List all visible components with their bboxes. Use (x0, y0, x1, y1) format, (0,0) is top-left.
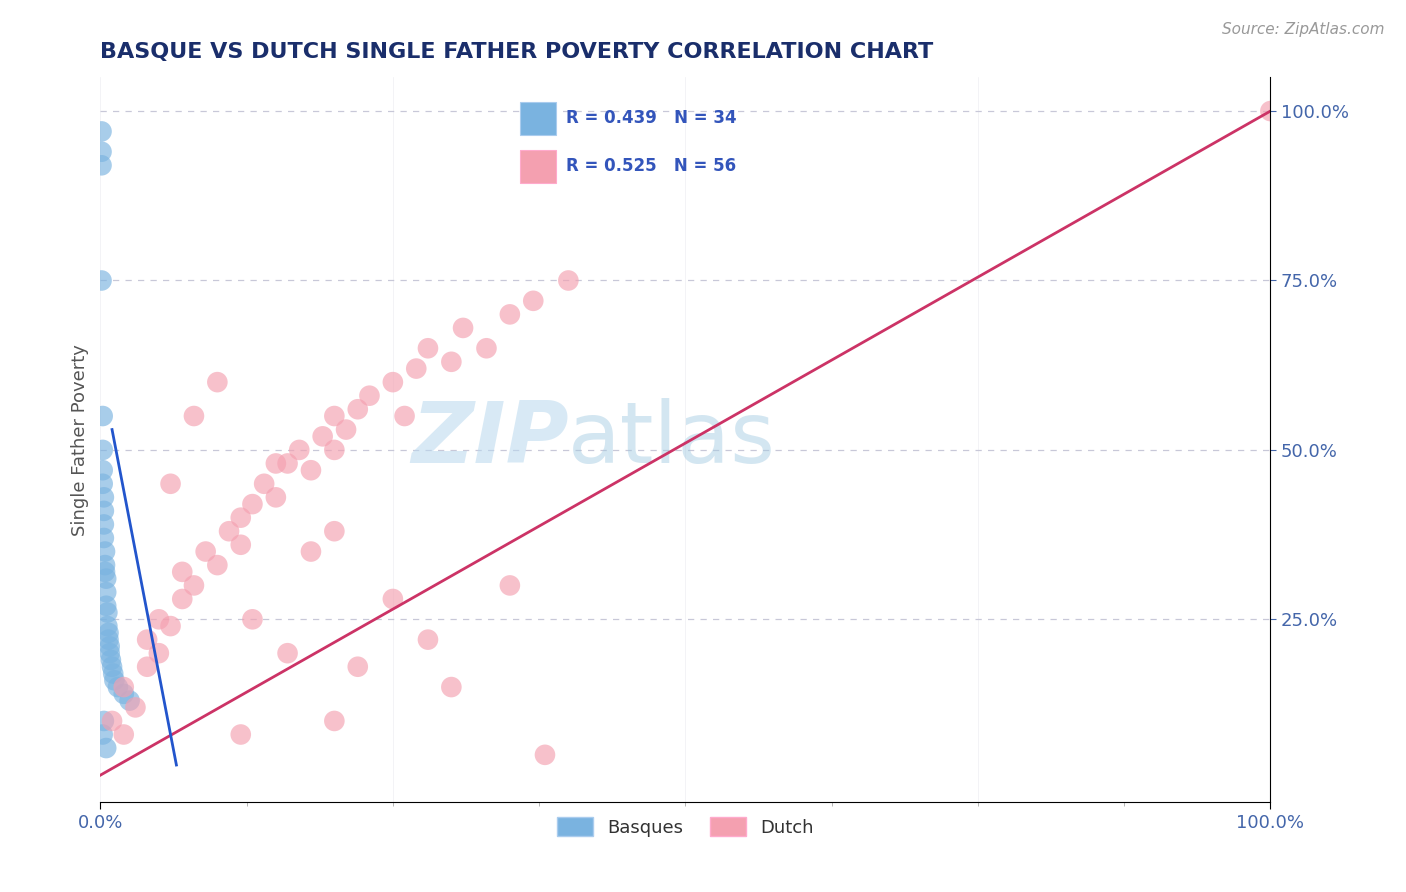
Point (323, 524, 346, 539)
Point (277, 646, 299, 660)
Y-axis label: Single Father Poverty: Single Father Poverty (72, 343, 89, 536)
Point (148, 612, 170, 626)
Text: ZIP: ZIP (411, 398, 568, 482)
Point (440, 355, 463, 369)
Point (148, 646, 170, 660)
Point (100, 653, 122, 667)
Point (405, 361, 427, 376)
Point (94, 558, 117, 573)
Point (91, 442, 114, 457)
Point (229, 510, 252, 524)
Point (194, 544, 217, 558)
Point (94, 565, 117, 579)
Point (91, 727, 114, 741)
Point (91, 409, 114, 423)
Point (101, 714, 124, 728)
Point (90, 124, 112, 138)
Point (475, 341, 498, 355)
Point (381, 592, 404, 607)
Point (534, 747, 557, 762)
Point (323, 409, 346, 423)
Point (346, 659, 368, 673)
Point (94, 544, 117, 558)
Point (264, 457, 287, 471)
Point (416, 341, 439, 355)
Point (96, 619, 118, 633)
Point (112, 727, 135, 741)
Point (183, 409, 205, 423)
Point (451, 321, 474, 335)
Legend: Basques, Dutch: Basques, Dutch (550, 810, 821, 844)
Text: atlas: atlas (568, 398, 776, 482)
Point (101, 659, 124, 673)
Point (1260, 104, 1282, 119)
Point (103, 666, 125, 681)
Text: Source: ZipAtlas.com: Source: ZipAtlas.com (1222, 22, 1385, 37)
Point (499, 307, 522, 321)
Point (98, 640, 121, 654)
Point (159, 619, 181, 633)
Point (346, 402, 368, 417)
Point (218, 524, 240, 539)
Point (96, 741, 118, 756)
Point (96, 599, 118, 613)
Point (124, 700, 146, 714)
Point (229, 727, 252, 741)
Point (112, 687, 135, 701)
Point (90, 158, 112, 172)
Point (118, 693, 141, 707)
Point (242, 612, 264, 626)
Point (93, 517, 115, 532)
Point (107, 680, 129, 694)
Point (359, 389, 381, 403)
Point (93, 504, 115, 518)
Point (381, 375, 404, 389)
Point (299, 544, 322, 558)
Point (136, 659, 159, 673)
Point (96, 572, 118, 586)
Point (440, 680, 463, 694)
Point (242, 497, 264, 511)
Point (522, 293, 544, 308)
Point (90, 273, 112, 287)
Point (93, 531, 115, 545)
Point (394, 409, 416, 423)
Point (159, 476, 181, 491)
Point (207, 558, 229, 573)
Point (103, 673, 125, 688)
Text: BASQUE VS DUTCH SINGLE FATHER POVERTY CORRELATION CHART: BASQUE VS DUTCH SINGLE FATHER POVERTY CO… (100, 42, 934, 62)
Point (172, 592, 194, 607)
Point (557, 273, 579, 287)
Point (311, 429, 333, 443)
Point (323, 442, 346, 457)
Point (96, 585, 118, 599)
Point (335, 423, 357, 437)
Point (93, 714, 115, 728)
Point (416, 632, 439, 647)
Point (97, 625, 120, 640)
Point (112, 680, 135, 694)
Point (299, 463, 322, 477)
Point (93, 491, 115, 505)
Point (91, 476, 114, 491)
Point (253, 476, 276, 491)
Point (288, 442, 311, 457)
Point (136, 632, 159, 647)
Point (229, 538, 252, 552)
Point (183, 578, 205, 592)
Point (499, 578, 522, 592)
Point (98, 646, 121, 660)
Point (323, 714, 346, 728)
Point (207, 375, 229, 389)
Point (90, 145, 112, 159)
Point (97, 632, 120, 647)
Point (91, 463, 114, 477)
Point (96, 606, 118, 620)
Point (264, 491, 287, 505)
Point (172, 565, 194, 579)
Point (277, 457, 299, 471)
